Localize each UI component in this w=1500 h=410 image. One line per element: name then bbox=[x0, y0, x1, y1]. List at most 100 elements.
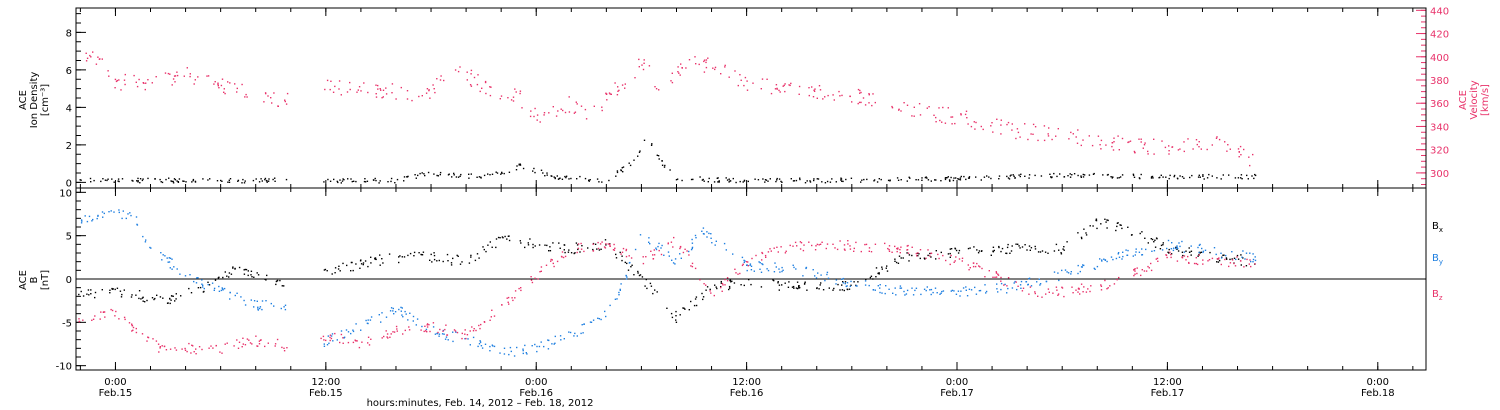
velocity-tick-label: 340 bbox=[1430, 122, 1449, 133]
bz-point bbox=[672, 246, 674, 248]
velocity-point bbox=[941, 121, 943, 123]
legend-bx: Bx bbox=[1432, 221, 1443, 234]
by-point bbox=[1038, 278, 1040, 280]
bz-point bbox=[688, 254, 690, 256]
bx-point bbox=[848, 288, 851, 290]
density-point bbox=[813, 179, 815, 182]
velocity-point bbox=[433, 88, 435, 90]
velocity-point bbox=[913, 106, 915, 108]
by-point bbox=[136, 223, 138, 226]
bx-point bbox=[1106, 219, 1108, 221]
by-point bbox=[1007, 287, 1009, 290]
by-point bbox=[525, 352, 527, 354]
velocity-point bbox=[851, 101, 853, 103]
by-point bbox=[164, 255, 166, 257]
density-point bbox=[792, 180, 795, 182]
bx-point bbox=[495, 238, 498, 240]
density-point bbox=[769, 178, 771, 180]
bz-point bbox=[605, 243, 607, 245]
bz-point bbox=[691, 265, 694, 268]
density-point bbox=[457, 176, 460, 178]
velocity-point bbox=[536, 114, 539, 116]
bx-point bbox=[1116, 222, 1119, 224]
by-point bbox=[923, 288, 926, 290]
density-point bbox=[927, 179, 930, 181]
velocity-point bbox=[454, 69, 457, 71]
density-point bbox=[616, 171, 619, 174]
density-point bbox=[1010, 174, 1012, 176]
by-point bbox=[929, 289, 931, 291]
velocity-point bbox=[822, 98, 824, 100]
density-point bbox=[1088, 174, 1091, 176]
bx-point bbox=[247, 270, 249, 272]
bz-point bbox=[550, 258, 552, 261]
by-point bbox=[817, 272, 819, 274]
velocity-point bbox=[654, 86, 656, 88]
velocity-point bbox=[743, 84, 745, 87]
by-point bbox=[1077, 272, 1079, 275]
bz-point bbox=[135, 327, 137, 330]
bx-point bbox=[619, 251, 621, 254]
bz-point bbox=[1041, 296, 1043, 298]
velocity-point bbox=[189, 75, 191, 78]
by-point bbox=[618, 294, 620, 296]
by-point bbox=[576, 335, 578, 337]
bx-point bbox=[833, 287, 835, 290]
bz-point bbox=[530, 279, 533, 281]
bz-point bbox=[104, 316, 106, 318]
by-point bbox=[222, 288, 224, 290]
bx-point bbox=[1190, 250, 1193, 252]
velocity-point bbox=[918, 103, 921, 105]
by-point bbox=[691, 247, 693, 250]
density-point bbox=[1121, 174, 1124, 176]
bx-point bbox=[1217, 261, 1220, 263]
bz-point bbox=[955, 256, 957, 258]
bz-point bbox=[208, 347, 210, 349]
density-point bbox=[192, 179, 194, 182]
velocity-point bbox=[1161, 140, 1163, 142]
velocity-point bbox=[1006, 123, 1008, 126]
bz-point bbox=[953, 261, 955, 263]
velocity-point bbox=[1112, 149, 1115, 151]
density-point bbox=[406, 176, 408, 178]
bx-point bbox=[714, 284, 716, 286]
velocity-point bbox=[440, 75, 442, 77]
bx-point bbox=[559, 247, 561, 249]
velocity-point bbox=[1179, 148, 1181, 150]
velocity-point bbox=[244, 96, 246, 98]
bx-point bbox=[459, 263, 462, 265]
velocity-point bbox=[1143, 144, 1146, 146]
by-point bbox=[401, 307, 403, 309]
density-point bbox=[1092, 173, 1095, 175]
bx-point bbox=[716, 287, 718, 290]
by-point bbox=[679, 253, 681, 255]
bz-point bbox=[984, 276, 986, 278]
by-point bbox=[1104, 259, 1106, 261]
bz-point bbox=[815, 245, 817, 247]
by-point bbox=[84, 215, 86, 217]
density-point bbox=[1012, 174, 1014, 176]
bx-point bbox=[795, 287, 798, 289]
velocity-point bbox=[642, 68, 645, 71]
by-point bbox=[283, 306, 285, 308]
by-point bbox=[774, 262, 776, 264]
velocity-point bbox=[481, 87, 483, 89]
density-point bbox=[947, 176, 949, 178]
velocity-point bbox=[273, 92, 275, 94]
bz-point bbox=[1170, 256, 1172, 259]
velocity-point bbox=[724, 64, 726, 67]
velocity-point bbox=[530, 110, 532, 112]
panel-2-frame bbox=[75, 187, 1427, 371]
bx-point bbox=[109, 292, 111, 294]
by-point bbox=[336, 339, 338, 341]
by-point bbox=[619, 289, 621, 291]
bz-point bbox=[1006, 285, 1008, 287]
bz-point bbox=[466, 334, 469, 336]
bz-point bbox=[383, 335, 385, 338]
velocity-point bbox=[964, 113, 967, 116]
by-point bbox=[1204, 249, 1207, 251]
bz-point bbox=[868, 250, 870, 252]
density-point bbox=[421, 172, 423, 174]
density-point bbox=[544, 175, 546, 177]
density-point bbox=[137, 181, 139, 183]
